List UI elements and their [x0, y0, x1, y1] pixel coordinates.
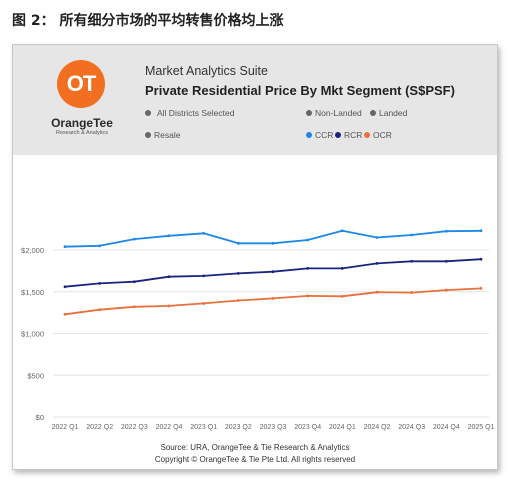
data-point-ocr[interactable]	[236, 299, 240, 302]
filter-dot-icon	[306, 110, 312, 116]
logo-name: OrangeTee	[51, 116, 113, 130]
filter-non-landed-label: Non-Landed	[315, 108, 362, 118]
data-point-rcr[interactable]	[63, 285, 67, 289]
series-layer	[63, 229, 483, 316]
legend-dot-rcr-icon	[335, 132, 341, 138]
filter-resale-label: Resale	[154, 130, 181, 140]
copyright-note: Copyright © OrangeTee & Tie Pte Ltd. All…	[154, 455, 356, 464]
data-point-ccr[interactable]	[444, 229, 448, 233]
data-point-ocr[interactable]	[479, 287, 483, 290]
data-point-ocr[interactable]	[167, 304, 171, 308]
chart-card: OT OrangeTee Research & Analytics Market…	[12, 44, 498, 470]
source-note: Source: URA, OrangeTee & Tie Research & …	[160, 443, 350, 452]
filter-landed[interactable]: Landed	[370, 108, 407, 118]
suite-title: Market Analytics Suite	[145, 64, 268, 78]
data-point-ocr[interactable]	[271, 297, 275, 300]
x-tick-label: 2023 Q3	[260, 424, 287, 431]
filter-dot-icon	[370, 110, 376, 116]
data-point-rcr[interactable]	[132, 280, 136, 284]
x-tick-label: 2023 Q2	[225, 424, 252, 431]
data-point-rcr[interactable]	[236, 271, 240, 275]
x-tick-label: 2023 Q4	[294, 424, 321, 431]
figure-title: 图 2： 所有细分市场的平均转售价格均上涨	[12, 13, 284, 29]
x-tick-label: 2023 Q1	[190, 424, 217, 431]
filter-all-districts[interactable]: All Districts Selected	[145, 108, 234, 118]
y-tick-label: $0	[36, 413, 44, 422]
x-tick-label: 2022 Q1	[52, 424, 79, 431]
filter-non-landed[interactable]: Non-Landed	[306, 108, 362, 118]
data-point-rcr[interactable]	[410, 259, 414, 263]
filter-all-districts-label: All Districts Selected	[157, 108, 235, 118]
data-point-ocr[interactable]	[63, 312, 67, 316]
legend-dot-ocr-icon	[364, 132, 370, 138]
legend-dot-ccr-icon	[306, 132, 312, 138]
y-tick-label: $500	[27, 371, 44, 380]
data-point-ccr[interactable]	[271, 241, 275, 245]
grid-layer	[53, 249, 489, 418]
y-tick-label: $1,000	[21, 330, 44, 339]
chart-title: Private Residential Price By Mkt Segment…	[145, 83, 455, 98]
logo-subtitle: Research & Analytics	[56, 130, 108, 136]
data-point-rcr[interactable]	[98, 282, 102, 285]
data-point-rcr[interactable]	[340, 266, 344, 270]
x-tick-label: 2022 Q3	[121, 424, 148, 431]
data-point-rcr[interactable]	[306, 266, 310, 270]
x-axis-ticks: 2022 Q1 2022 Q2 2022 Q3 2022 Q4 2023 Q1 2023 …	[52, 424, 495, 431]
data-point-rcr[interactable]	[375, 261, 379, 265]
data-point-rcr[interactable]	[202, 274, 206, 278]
legend-item-ocr[interactable]: OCR	[364, 130, 392, 140]
data-point-ocr[interactable]	[98, 308, 102, 312]
data-point-ocr[interactable]	[202, 302, 206, 305]
legend-label-ocr: OCR	[373, 130, 392, 140]
data-point-ocr[interactable]	[444, 288, 448, 292]
data-point-ccr[interactable]	[375, 236, 379, 239]
data-point-ccr[interactable]	[132, 237, 136, 241]
data-point-ocr[interactable]	[375, 290, 379, 294]
data-point-ccr[interactable]	[236, 241, 240, 245]
data-point-rcr[interactable]	[271, 270, 275, 274]
data-point-rcr[interactable]	[444, 259, 448, 263]
x-tick-label: 2025 Q1	[468, 424, 495, 431]
data-point-ccr[interactable]	[410, 233, 414, 237]
x-tick-label: 2022 Q4	[156, 424, 183, 431]
filter-dot-icon	[145, 132, 151, 138]
y-axis-ticks: $0 $500 $1,000 $1,500 $2,000	[21, 246, 44, 422]
series-line-ocr[interactable]	[64, 287, 482, 316]
x-tick-label: 2024 Q4	[433, 424, 460, 431]
y-tick-label: $1,500	[21, 288, 44, 297]
legend-label-rcr: RCR	[344, 130, 363, 140]
filter-landed-label: Landed	[379, 108, 408, 118]
x-tick-label: 2022 Q2	[86, 424, 113, 431]
data-point-ccr[interactable]	[306, 238, 310, 242]
orangetee-logo-icon: OT	[57, 60, 105, 108]
data-point-ocr[interactable]	[306, 294, 310, 298]
data-point-rcr[interactable]	[167, 275, 171, 279]
data-point-ccr[interactable]	[98, 244, 102, 248]
data-point-ocr[interactable]	[410, 291, 414, 294]
x-tick-label: 2024 Q2	[364, 424, 391, 431]
filter-resale[interactable]: Resale	[145, 130, 180, 140]
data-point-ccr[interactable]	[340, 229, 344, 233]
legend-label-ccr: CCR	[315, 130, 334, 140]
data-point-ccr[interactable]	[479, 229, 483, 233]
data-point-ccr[interactable]	[202, 231, 206, 235]
data-point-ocr[interactable]	[132, 305, 136, 309]
data-point-rcr[interactable]	[479, 257, 483, 261]
filter-dot-icon	[145, 110, 151, 116]
x-tick-label: 2024 Q3	[398, 424, 425, 431]
report-header: OT OrangeTee Research & Analytics Market…	[13, 45, 497, 155]
data-point-ccr[interactable]	[167, 234, 171, 238]
data-point-ocr[interactable]	[340, 294, 344, 298]
line-chart: $0$500$1,000$1,500$2,000 2022 Q1 2022 Q2 2…	[21, 229, 495, 431]
y-tick-label: $2,000	[21, 246, 44, 255]
legend-item-rcr[interactable]: RCR	[335, 130, 362, 140]
legend-item-ccr[interactable]: CCR	[306, 130, 333, 140]
data-point-ccr[interactable]	[63, 245, 67, 249]
x-tick-label: 2024 Q1	[329, 424, 356, 431]
